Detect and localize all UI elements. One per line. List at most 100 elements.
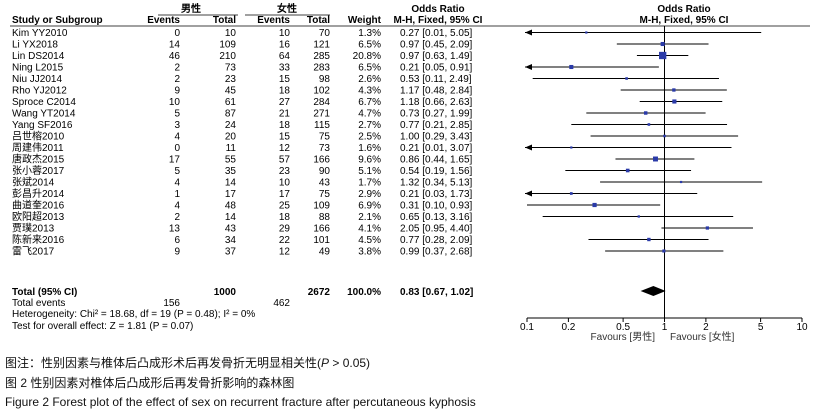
point-estimate — [643, 111, 648, 115]
study-total-1: 210 — [219, 51, 236, 62]
study-ci: 0.27 [0.01, 5.05] — [400, 28, 473, 39]
caption-note-text: 图注：性别因素与椎体后凸成形术后再发骨折无明显相关性( — [5, 356, 321, 370]
study-ci: 0.21 [0.03, 1.73] — [400, 189, 473, 200]
study-events-2: 10 — [279, 28, 291, 39]
study-ci: 0.65 [0.13, 3.16] — [400, 212, 473, 223]
study-weight: 4.7% — [358, 109, 381, 120]
study-total-1: 43 — [225, 224, 237, 235]
study-events-2: 29 — [279, 224, 291, 235]
study-ci: 0.21 [0.05, 0.91] — [400, 63, 473, 74]
study-events-1: 2 — [174, 212, 180, 223]
study-name: 曲道奎2016 — [12, 199, 65, 212]
study-events-2: 16 — [279, 40, 291, 51]
point-estimate — [569, 192, 573, 195]
study-name: 张小蓉2017 — [12, 164, 65, 177]
study-events-2: 18 — [279, 120, 291, 131]
summary-events-1: 156 — [163, 298, 180, 309]
study-ci: 0.86 [0.44, 1.65] — [400, 155, 473, 166]
point-estimate — [570, 146, 573, 149]
study-total-2: 285 — [313, 51, 330, 62]
study-weight: 3.8% — [358, 247, 381, 258]
study-total-2: 166 — [313, 155, 330, 166]
ci-arrow-left — [525, 144, 532, 151]
ci-arrow-left — [525, 64, 532, 70]
study-total-1: 10 — [225, 28, 237, 39]
study-name: Rho YJ2012 — [12, 86, 67, 97]
caption-note: 图注：性别因素与椎体后凸成形术后再发骨折无明显相关性(P > 0.05) — [5, 354, 370, 371]
header-events-2: Events — [257, 15, 290, 26]
study-weight: 2.7% — [358, 120, 381, 131]
header-or-title: Odds Ratio — [411, 4, 464, 15]
point-estimate — [663, 134, 666, 138]
header-total-1: Total — [213, 15, 236, 26]
point-estimate — [625, 77, 628, 80]
study-total-2: 109 — [313, 201, 330, 212]
study-total-2: 70 — [319, 28, 331, 39]
study-events-2: 33 — [279, 63, 291, 74]
study-total-1: 37 — [225, 247, 237, 258]
x-tick-label: 0.5 — [616, 322, 630, 333]
summary-total-2: 2672 — [308, 287, 331, 298]
study-total-2: 43 — [319, 178, 331, 189]
study-ci: 1.17 [0.48, 2.84] — [400, 86, 473, 97]
point-estimate — [659, 51, 667, 60]
study-total-2: 284 — [313, 97, 330, 108]
summary-events-2: 462 — [273, 298, 290, 309]
caption-figure-cn: 图 2 性别因素对椎体后凸成形后再发骨折影响的森林图 — [5, 376, 295, 390]
study-name: Yang SF2016 — [12, 120, 73, 131]
study-events-2: 22 — [279, 235, 291, 246]
heterogeneity-text: Heterogeneity: Chi² = 18.68, df = 19 (P … — [12, 309, 255, 320]
x-tick-label: 10 — [796, 322, 808, 333]
point-estimate — [647, 237, 651, 242]
study-total-2: 121 — [313, 40, 330, 51]
point-estimate — [679, 180, 683, 184]
study-events-2: 12 — [279, 247, 291, 258]
study-total-1: 55 — [225, 155, 237, 166]
study-name: Ning L2015 — [12, 63, 64, 74]
study-weight: 2.6% — [358, 74, 381, 85]
study-name: Sproce C2014 — [12, 97, 76, 108]
study-ci: 0.21 [0.01, 3.07] — [400, 143, 473, 154]
x-tick-label: 0.1 — [520, 322, 534, 333]
study-events-1: 10 — [169, 97, 181, 108]
study-ci: 1.00 [0.29, 3.43] — [400, 132, 473, 143]
study-events-2: 18 — [279, 212, 291, 223]
study-events-2: 23 — [279, 166, 291, 177]
study-weight: 1.7% — [358, 178, 381, 189]
study-total-2: 75 — [319, 189, 331, 200]
study-weight: 6.7% — [358, 97, 381, 108]
study-events-1: 4 — [174, 178, 180, 189]
study-weight: 2.1% — [358, 212, 381, 223]
study-total-2: 283 — [313, 63, 330, 74]
point-estimate — [647, 123, 651, 126]
study-total-2: 115 — [314, 120, 330, 131]
study-total-1: 45 — [225, 86, 237, 97]
study-total-1: 109 — [219, 40, 236, 51]
study-name: 雷飞2017 — [12, 246, 55, 258]
study-events-1: 9 — [174, 247, 180, 258]
summary-weight: 100.0% — [347, 287, 381, 298]
caption-note-p: P — [321, 356, 330, 370]
point-estimate — [569, 64, 574, 70]
study-weight: 6.5% — [358, 63, 381, 74]
study-name: 张斌2014 — [12, 177, 55, 189]
study-total-1: 23 — [225, 74, 237, 85]
point-estimate — [662, 249, 666, 253]
study-events-2: 21 — [279, 109, 291, 120]
summary-events-label: Total events — [12, 298, 65, 309]
study-name: 周建伟2011 — [12, 141, 64, 154]
study-events-2: 10 — [279, 178, 291, 189]
caption-figure-en: Figure 2 Forest plot of the effect of se… — [5, 395, 476, 409]
study-total-1: 14 — [225, 178, 237, 189]
plot-marks — [525, 26, 763, 318]
study-events-1: 6 — [174, 235, 180, 246]
ci-arrow-left — [525, 29, 532, 36]
study-events-1: 4 — [174, 132, 180, 143]
study-events-1: 2 — [174, 63, 180, 74]
header-or-method: M-H, Fixed, 95% CI — [394, 15, 483, 26]
caption-note-text-end: > 0.05) — [329, 356, 371, 370]
study-events-1: 2 — [174, 74, 180, 85]
study-events-2: 27 — [279, 97, 291, 108]
study-weight: 9.6% — [358, 155, 381, 166]
study-ci: 0.73 [0.27, 1.99] — [400, 109, 473, 120]
